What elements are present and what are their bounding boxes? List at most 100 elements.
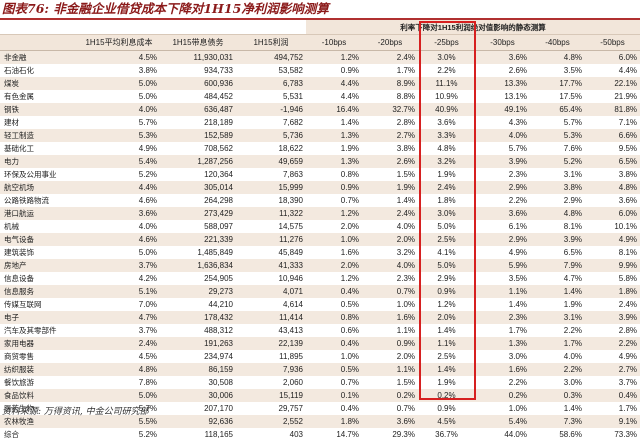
table-cell: 0.9% (306, 64, 362, 77)
table-cell: 21.9% (585, 90, 640, 103)
table-cell: 152,589 (160, 129, 236, 142)
table-cell: 221,339 (160, 233, 236, 246)
table-cell: 1.1% (418, 337, 475, 350)
table-row: 纺织服装 4.8% 86,159 7,936 0.5% 1.1% 1.4% 1.6% 2.2% 2… (0, 363, 640, 376)
table-cell: 2.2% (585, 337, 640, 350)
table-row: 电力 5.4% 1,287,256 49,659 1.3% 2.6% 3.2% 3.9% 5.2… (0, 155, 640, 168)
table-cell: 5.2% (78, 428, 160, 441)
table-cell: 0.3% (530, 389, 585, 402)
group-header-row: 利率下降对1H15利润绝对值影响的静态测算 (0, 20, 640, 35)
table-cell: 234,974 (160, 350, 236, 363)
table-cell: 13.3% (475, 77, 530, 90)
table-cell: 3.6% (78, 207, 160, 220)
table-cell: 0.8% (306, 168, 362, 181)
table-cell: 2.6% (362, 155, 418, 168)
table-cell: 207,170 (160, 402, 236, 415)
table-row: 轻工制造 5.3% 152,589 5,736 1.3% 2.7% 3.3% 4.0% 5.3%… (0, 129, 640, 142)
table-cell: 494,752 (236, 50, 306, 64)
table-cell: 5.3% (530, 129, 585, 142)
table-cell: 5.7% (78, 402, 160, 415)
table-cell: 4.9% (585, 233, 640, 246)
table-cell: 10,946 (236, 272, 306, 285)
table-cell: 1.5% (362, 376, 418, 389)
table-row: 煤炭 5.0% 600,936 6,783 4.4% 8.9% 11.1% 13.3% 17.7… (0, 77, 640, 90)
table-cell: 3.0% (475, 350, 530, 363)
table-cell: 16.4% (306, 103, 362, 116)
table-cell: 1.9% (530, 298, 585, 311)
table-row: 餐饮旅游 7.8% 30,508 2,060 0.7% 1.5% 1.9% 2.2% 3.0% 3… (0, 376, 640, 389)
table-cell: 11,414 (236, 311, 306, 324)
impact-table: 利率下降对1H15利润绝对值影响的静态测算 1H15平均利息成本 1H15带息债… (0, 20, 640, 441)
row-label: 医药生物 (0, 402, 78, 415)
table-cell: 11,930,031 (160, 50, 236, 64)
table-cell: 3.0% (530, 376, 585, 389)
table-cell: 1,287,256 (160, 155, 236, 168)
table-cell: 18,390 (236, 194, 306, 207)
row-label: 家用电器 (0, 337, 78, 350)
table-row: 有色金属 5.0% 484,452 5,531 4.4% 8.8% 10.9% 13.1% 17… (0, 90, 640, 103)
table-cell: 0.7% (362, 285, 418, 298)
row-label: 基础化工 (0, 142, 78, 155)
table-cell: 0.8% (306, 311, 362, 324)
table-cell: 2.9% (475, 233, 530, 246)
row-label: 信息服务 (0, 285, 78, 298)
table-row: 电气设备 4.6% 221,339 11,276 1.0% 2.0% 2.5% 2.9% 3.9… (0, 233, 640, 246)
table-cell: 6.1% (475, 220, 530, 233)
table-cell: 11.1% (418, 77, 475, 90)
table-cell: 4.8% (530, 207, 585, 220)
table-cell: 4.8% (585, 181, 640, 194)
table-row: 石油石化 3.8% 934,733 53,582 0.9% 1.7% 2.2% 2.6% 3.5… (0, 64, 640, 77)
table-cell: 3.0% (418, 207, 475, 220)
row-label: 电气设备 (0, 233, 78, 246)
table-cell: 1.3% (306, 129, 362, 142)
table-cell: 3.6% (418, 116, 475, 129)
table-cell: 14,575 (236, 220, 306, 233)
table-cell: 3.1% (530, 311, 585, 324)
table-row: 公路铁路物流 4.6% 264,298 18,390 0.7% 1.4% 1.8% 2.2% 2… (0, 194, 640, 207)
table-cell: 0.9% (418, 402, 475, 415)
table-cell: 0.2% (418, 389, 475, 402)
column-header-row: 1H15平均利息成本 1H15带息债务 1H15利润 -10bps -20bps… (0, 34, 640, 51)
table-cell: 4,071 (236, 285, 306, 298)
table-cell: 4.9% (78, 142, 160, 155)
table-row: 信息服务 5.1% 29,273 4,071 0.4% 0.7% 0.9% 1.1% 1.4% 1… (0, 285, 640, 298)
table-cell: 2.3% (475, 311, 530, 324)
table-cell: 2.2% (418, 64, 475, 77)
table-cell: 6.0% (585, 50, 640, 64)
table-cell: 7,863 (236, 168, 306, 181)
table-cell: 0.1% (306, 389, 362, 402)
table-cell: 2.0% (362, 350, 418, 363)
table-cell: 484,452 (160, 90, 236, 103)
table-cell: 636,487 (160, 103, 236, 116)
table-cell: 86,159 (160, 363, 236, 376)
row-label: 环保及公用事业 (0, 168, 78, 181)
row-label: 煤炭 (0, 77, 78, 90)
table-cell: 3.6% (475, 207, 530, 220)
table-cell: 4.9% (585, 350, 640, 363)
table-cell: 4.0% (362, 259, 418, 272)
table-cell: 2.5% (418, 233, 475, 246)
table-cell: 1.5% (362, 168, 418, 181)
table-cell: 6,783 (236, 77, 306, 90)
table-cell: 2.9% (530, 194, 585, 207)
table-cell: 4.0% (362, 220, 418, 233)
row-label: 航空机场 (0, 181, 78, 194)
table-cell: 1.4% (418, 363, 475, 376)
table-cell: 1.8% (306, 415, 362, 428)
table-cell: 3.8% (530, 181, 585, 194)
table-row: 商贸零售 4.5% 234,974 11,895 1.0% 2.0% 2.5% 3.0% 4.0… (0, 350, 640, 363)
table-cell: 1.0% (475, 402, 530, 415)
table-cell: 2.8% (585, 324, 640, 337)
table-cell: 8.1% (585, 246, 640, 259)
table-cell: 49.1% (475, 103, 530, 116)
table-cell: 1.2% (306, 50, 362, 64)
table-cell: 1.2% (306, 207, 362, 220)
column-header: -25bps (418, 34, 475, 51)
table-cell: 17.5% (530, 90, 585, 103)
table-cell: 3.8% (78, 64, 160, 77)
row-label: 信息设备 (0, 272, 78, 285)
table-cell: 14.7% (306, 428, 362, 441)
table-cell: 8.8% (362, 90, 418, 103)
table-cell: 4,614 (236, 298, 306, 311)
table-cell: 1.7% (530, 337, 585, 350)
